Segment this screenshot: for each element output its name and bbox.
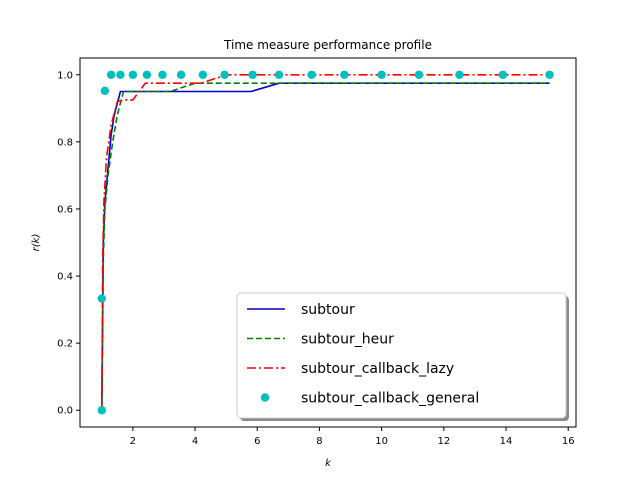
- legend: subtour subtour_heur subtour_callback_lazy…: [236, 292, 569, 421]
- data-point: [377, 70, 386, 79]
- data-point: [100, 86, 110, 96]
- y-tick-label: 0.8: [57, 137, 73, 148]
- x-tick-label: 16: [562, 436, 575, 447]
- data-point: [106, 70, 116, 79]
- data-point: [142, 70, 152, 79]
- series-line: [101, 74, 550, 411]
- x-axis-label: k: [325, 458, 332, 469]
- legend-box: [236, 292, 567, 419]
- data-point: [97, 406, 106, 415]
- y-tick-label: 0.2: [57, 339, 73, 350]
- legend-label: subtour_callback_general: [301, 391, 479, 407]
- data-point: [274, 70, 284, 79]
- data-point: [307, 70, 316, 79]
- y-axis-label: r(k): [31, 234, 42, 252]
- data-point: [116, 70, 125, 79]
- legend-label: subtour_heur: [301, 332, 394, 348]
- x-tick-label: 8: [316, 436, 322, 447]
- legend-label: subtour_callback_lazy: [301, 361, 454, 377]
- x-tick-label: 12: [437, 436, 450, 447]
- axes: 2 4 6 8 10 12 14 16 0.0 0.2 0.4 0.6 0.8 1.0 k r(k): [31, 57, 577, 469]
- data-point: [97, 294, 106, 303]
- series-line: [101, 82, 550, 411]
- data-point: [128, 70, 138, 79]
- x-tick-label: 2: [130, 436, 136, 447]
- x-tick-label: 6: [254, 436, 260, 447]
- data-point: [248, 70, 257, 79]
- legend-label: subtour: [301, 302, 355, 318]
- y-tick-label: 0.0: [57, 406, 73, 417]
- data-point: [455, 70, 464, 79]
- x-tick-label: 10: [375, 436, 388, 447]
- y-tick-label: 0.6: [57, 204, 73, 215]
- axes-frame: [79, 57, 577, 428]
- data-point: [545, 70, 554, 79]
- data-point: [498, 70, 508, 79]
- y-tick-label: 1.0: [57, 70, 73, 81]
- legend-marker: [260, 393, 270, 402]
- chart-title: Time measure performance profile: [223, 38, 432, 52]
- x-tick-label: 14: [500, 436, 513, 447]
- y-tick-label: 0.4: [57, 272, 73, 283]
- data-point: [220, 70, 229, 79]
- data-point: [158, 70, 167, 79]
- data-point: [414, 70, 424, 79]
- data-point: [176, 70, 186, 79]
- plot-area: [97, 70, 554, 415]
- data-point: [198, 70, 208, 79]
- x-tick-label: 4: [192, 436, 198, 447]
- data-point: [340, 70, 349, 79]
